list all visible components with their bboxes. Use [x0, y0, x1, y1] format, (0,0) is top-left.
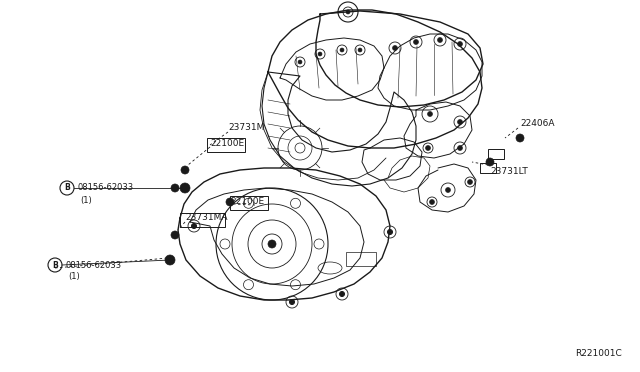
Circle shape — [346, 10, 350, 14]
Circle shape — [392, 45, 397, 51]
Text: 23731MA: 23731MA — [185, 214, 227, 222]
Circle shape — [358, 48, 362, 52]
Text: B: B — [52, 260, 58, 269]
Circle shape — [289, 299, 294, 305]
Circle shape — [387, 230, 392, 234]
Bar — [480, 163, 496, 173]
Text: 08156-62033: 08156-62033 — [78, 183, 134, 192]
Circle shape — [268, 240, 276, 248]
Text: 23731LT: 23731LT — [490, 167, 528, 176]
Circle shape — [180, 183, 190, 193]
Text: 23731M: 23731M — [228, 124, 264, 132]
Circle shape — [339, 292, 344, 296]
Bar — [207, 138, 245, 152]
Circle shape — [445, 187, 451, 192]
Text: 22100E: 22100E — [230, 198, 264, 206]
Circle shape — [171, 231, 179, 239]
Circle shape — [458, 145, 463, 151]
Bar — [180, 213, 225, 227]
Circle shape — [318, 52, 322, 56]
Circle shape — [340, 48, 344, 52]
Circle shape — [516, 134, 524, 142]
Circle shape — [426, 145, 431, 151]
Circle shape — [413, 39, 419, 45]
Text: 08156-62033: 08156-62033 — [66, 260, 122, 269]
Bar — [346, 252, 376, 266]
Circle shape — [458, 119, 463, 125]
Text: (1): (1) — [80, 196, 92, 205]
Text: 22406A: 22406A — [520, 119, 554, 128]
Circle shape — [226, 198, 234, 206]
Circle shape — [181, 166, 189, 174]
Circle shape — [438, 38, 442, 42]
Circle shape — [458, 42, 463, 46]
Text: 22100E: 22100E — [210, 138, 244, 148]
Circle shape — [486, 158, 494, 166]
Circle shape — [165, 255, 175, 265]
Circle shape — [171, 184, 179, 192]
Text: B: B — [64, 183, 70, 192]
Circle shape — [428, 112, 433, 116]
Bar — [230, 196, 268, 210]
Text: (1): (1) — [68, 273, 80, 282]
Circle shape — [191, 224, 196, 228]
Circle shape — [298, 60, 302, 64]
Circle shape — [467, 180, 472, 185]
Circle shape — [429, 199, 435, 205]
Text: R221001C: R221001C — [575, 349, 622, 358]
Bar — [488, 149, 504, 159]
